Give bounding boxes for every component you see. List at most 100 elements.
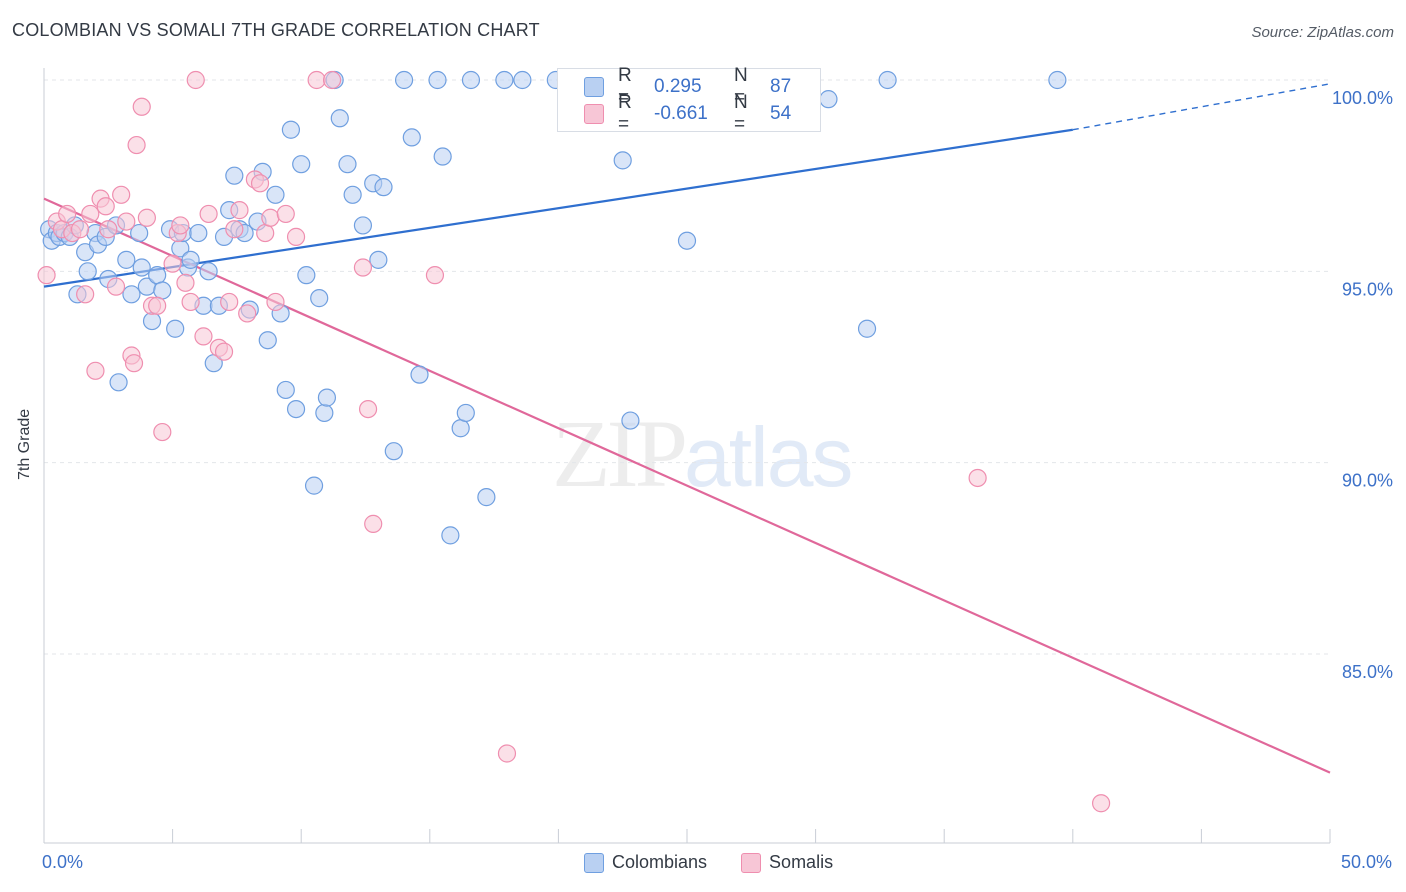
point-somalis bbox=[276, 204, 295, 224]
point-somalis bbox=[127, 135, 146, 155]
legend-item-somalis: Somalis bbox=[741, 852, 833, 873]
point-somalis bbox=[194, 327, 213, 346]
point-colombians bbox=[433, 147, 452, 166]
y-tick-label: 90.0% bbox=[1342, 471, 1393, 491]
point-colombians bbox=[132, 258, 151, 277]
point-somalis bbox=[181, 292, 200, 312]
point-colombians bbox=[153, 281, 172, 300]
point-colombians bbox=[117, 250, 136, 269]
y-tick-labels: 100.0% 95.0% 90.0% 85.0% bbox=[1332, 88, 1393, 682]
legend-swatch-somalis bbox=[584, 104, 604, 124]
point-colombians bbox=[317, 388, 337, 407]
point-somalis bbox=[256, 223, 275, 243]
point-colombians bbox=[315, 403, 334, 423]
legend-label-colombians: Colombians bbox=[612, 852, 708, 872]
point-colombians bbox=[857, 319, 877, 338]
y-tick-label: 95.0% bbox=[1342, 279, 1393, 299]
point-colombians bbox=[402, 128, 421, 147]
point-somalis bbox=[1091, 794, 1111, 813]
point-somalis bbox=[364, 514, 383, 533]
point-colombians bbox=[181, 250, 200, 269]
point-somalis bbox=[58, 204, 77, 224]
axes bbox=[43, 68, 1331, 844]
point-somalis bbox=[307, 70, 326, 90]
point-colombians bbox=[281, 120, 301, 139]
trend-line-somalis bbox=[43, 197, 1331, 774]
point-somalis bbox=[968, 468, 987, 488]
trend-line-colombians-extension bbox=[1072, 83, 1331, 131]
point-somalis bbox=[124, 354, 144, 373]
point-colombians bbox=[677, 231, 697, 250]
point-somalis bbox=[81, 204, 100, 224]
point-somalis bbox=[214, 342, 234, 361]
point-colombians bbox=[122, 285, 141, 304]
legend-r-label: R = bbox=[618, 92, 632, 135]
point-colombians bbox=[266, 185, 285, 204]
point-colombians bbox=[394, 70, 414, 90]
legend-swatch-somalis bbox=[741, 852, 762, 873]
y-tick-label: 85.0% bbox=[1342, 662, 1393, 682]
point-colombians bbox=[621, 411, 640, 430]
point-somalis bbox=[86, 361, 105, 380]
stats-legend: R = 0.295 N = 87 R = -0.661 N = 54 bbox=[557, 65, 821, 135]
point-somalis bbox=[112, 185, 131, 204]
trend-line-colombians bbox=[43, 128, 1073, 288]
point-colombians bbox=[384, 442, 403, 461]
legend-r-label: R = bbox=[618, 65, 632, 108]
legend-row-somalis: R = -0.661 N = 54 bbox=[584, 92, 792, 135]
point-somalis bbox=[117, 212, 136, 231]
point-colombians bbox=[130, 223, 149, 243]
point-colombians bbox=[410, 365, 429, 384]
point-colombians bbox=[613, 151, 632, 170]
point-colombians bbox=[513, 70, 532, 90]
point-colombians bbox=[310, 289, 329, 308]
point-colombians bbox=[461, 70, 481, 90]
point-colombians bbox=[109, 373, 128, 392]
point-colombians bbox=[78, 262, 97, 281]
legend-n-value: 54 bbox=[770, 103, 792, 124]
legend-r-value: 0.295 bbox=[654, 76, 702, 97]
point-colombians bbox=[292, 155, 311, 174]
point-somalis bbox=[37, 266, 56, 285]
point-colombians bbox=[353, 216, 373, 235]
point-somalis bbox=[186, 70, 205, 90]
point-colombians bbox=[456, 403, 475, 423]
point-colombians bbox=[374, 178, 393, 197]
y-axis-label: 7th Grade bbox=[16, 408, 33, 480]
point-somalis bbox=[322, 70, 342, 90]
point-colombians bbox=[276, 380, 295, 400]
legend-swatch-colombians bbox=[584, 852, 604, 873]
legend-n-value: 87 bbox=[770, 76, 792, 97]
chart-title: COLOMBIAN VS SOMALI 7TH GRADE CORRELATIO… bbox=[12, 20, 540, 40]
point-colombians bbox=[199, 262, 218, 281]
point-somalis bbox=[176, 273, 195, 292]
point-colombians bbox=[286, 399, 306, 419]
legend-row-colombians: R = 0.295 N = 87 bbox=[584, 65, 792, 108]
point-somalis bbox=[163, 254, 182, 273]
x-tick-label-max: 50.0% bbox=[1340, 852, 1392, 872]
point-colombians bbox=[330, 109, 349, 128]
watermark-atlas: atlas bbox=[684, 410, 853, 504]
legend-swatch-colombians bbox=[584, 77, 604, 97]
point-somalis bbox=[70, 220, 90, 239]
point-somalis bbox=[106, 277, 126, 296]
legend-item-colombians: Colombians bbox=[584, 852, 707, 873]
legend-n-label: N = bbox=[734, 65, 748, 108]
point-somalis bbox=[99, 220, 118, 239]
trend-lines bbox=[43, 83, 1331, 774]
point-colombians bbox=[451, 419, 470, 438]
point-somalis bbox=[220, 292, 239, 312]
data-points bbox=[37, 70, 1111, 813]
point-somalis bbox=[261, 208, 280, 227]
point-somalis bbox=[199, 204, 218, 224]
point-colombians bbox=[477, 488, 496, 507]
source-label: Source: ZipAtlas.com bbox=[1251, 24, 1394, 41]
point-colombians bbox=[338, 155, 357, 174]
point-somalis bbox=[353, 258, 373, 277]
point-colombians bbox=[495, 70, 514, 90]
watermark-zip: ZIP bbox=[552, 400, 688, 507]
point-somalis bbox=[238, 304, 257, 323]
point-colombians bbox=[369, 250, 388, 269]
point-colombians bbox=[189, 223, 208, 243]
legend-r-value: -0.661 bbox=[654, 103, 708, 124]
